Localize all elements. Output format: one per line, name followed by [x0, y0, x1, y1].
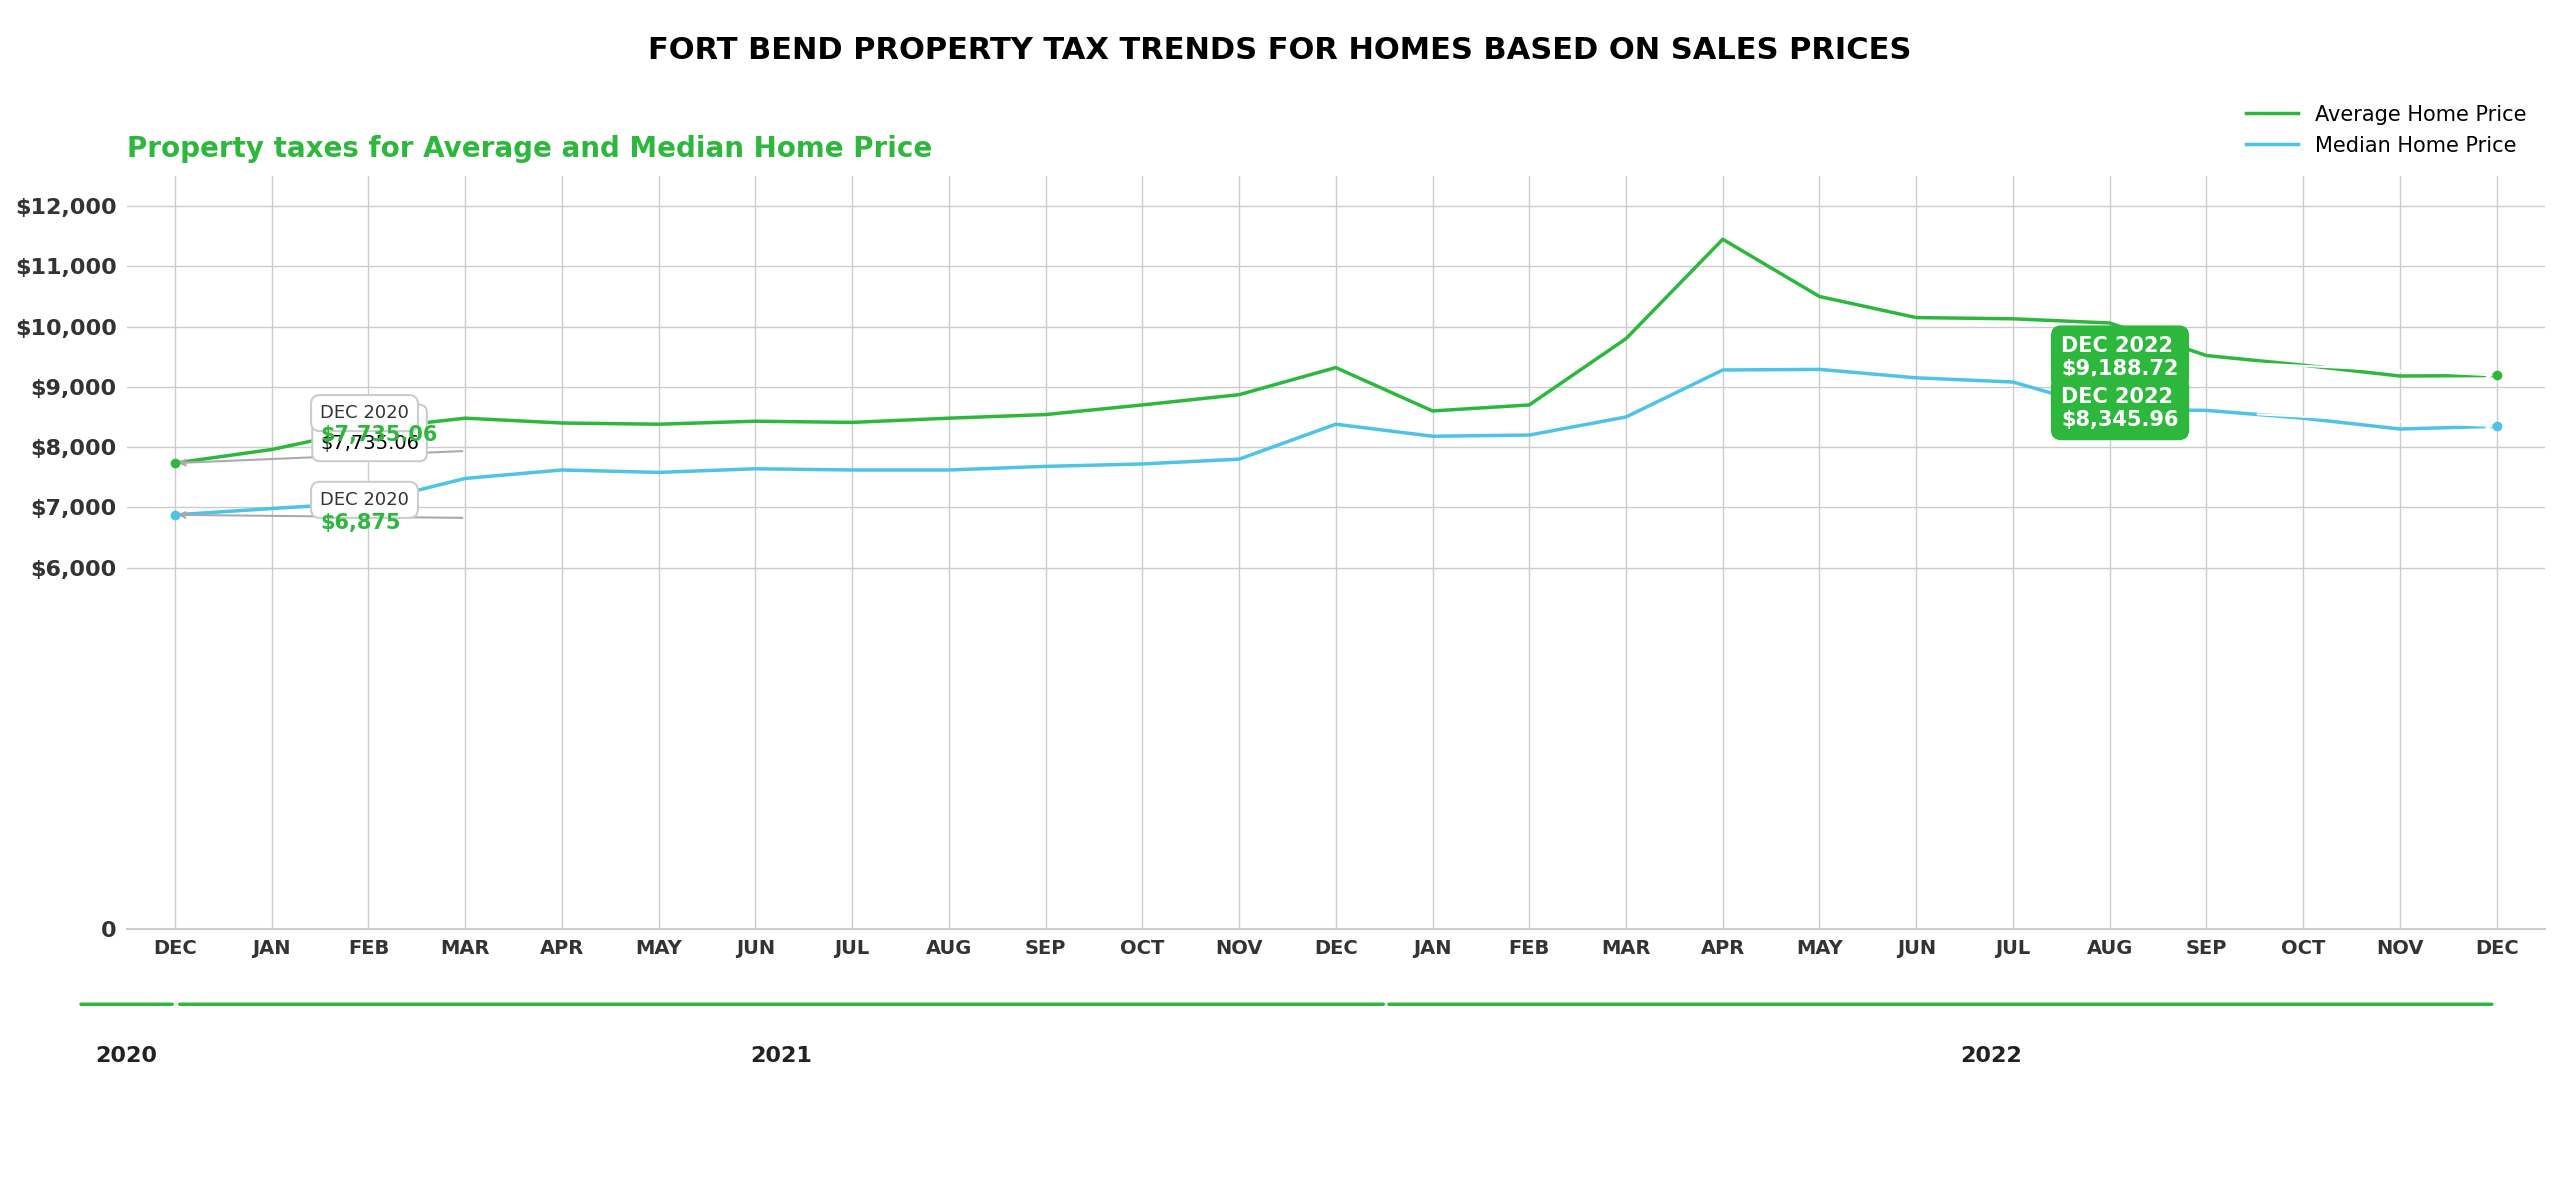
- Text: $7,735.06: $7,735.06: [320, 425, 438, 445]
- Text: 2022: 2022: [1961, 1046, 2022, 1066]
- Legend: Average Home Price, Median Home Price: Average Home Price, Median Home Price: [2237, 96, 2534, 164]
- Text: DEC 2020
$7,735.06: DEC 2020 $7,735.06: [320, 413, 420, 454]
- Text: Property taxes for Average and Median Home Price: Property taxes for Average and Median Ho…: [125, 135, 932, 163]
- Text: DEC 2020: DEC 2020: [320, 491, 410, 509]
- Text: $6,875: $6,875: [320, 513, 399, 533]
- Text: FORT BEND PROPERTY TAX TRENDS FOR HOMES BASED ON SALES PRICES: FORT BEND PROPERTY TAX TRENDS FOR HOMES …: [648, 36, 1912, 65]
- Text: DEC 2022
$9,188.72: DEC 2022 $9,188.72: [2061, 336, 2179, 379]
- Text: DEC 2022
$8,345.96: DEC 2022 $8,345.96: [2061, 386, 2179, 430]
- Text: 2021: 2021: [750, 1046, 812, 1066]
- Text: 2020: 2020: [95, 1046, 159, 1066]
- Text: DEC 2020: DEC 2020: [320, 405, 410, 423]
